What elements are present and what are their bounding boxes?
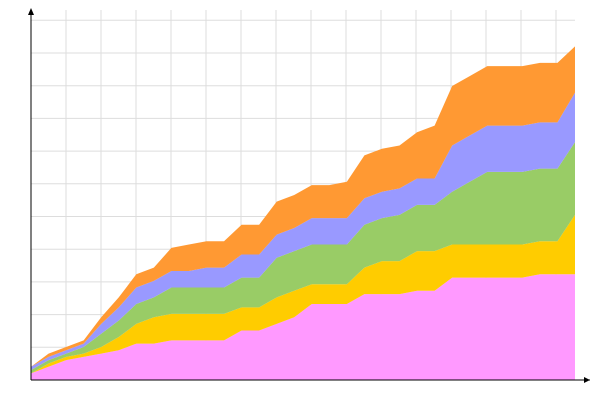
axes (28, 8, 590, 383)
series-area-2 (31, 214, 575, 374)
series-area-3 (31, 142, 575, 374)
series-area-1 (31, 274, 575, 380)
series-area-4 (31, 92, 575, 371)
x-axis-arrow (584, 377, 590, 383)
series-areas (31, 46, 575, 380)
series-area-5 (31, 46, 575, 367)
y-axis-arrow (28, 8, 34, 15)
